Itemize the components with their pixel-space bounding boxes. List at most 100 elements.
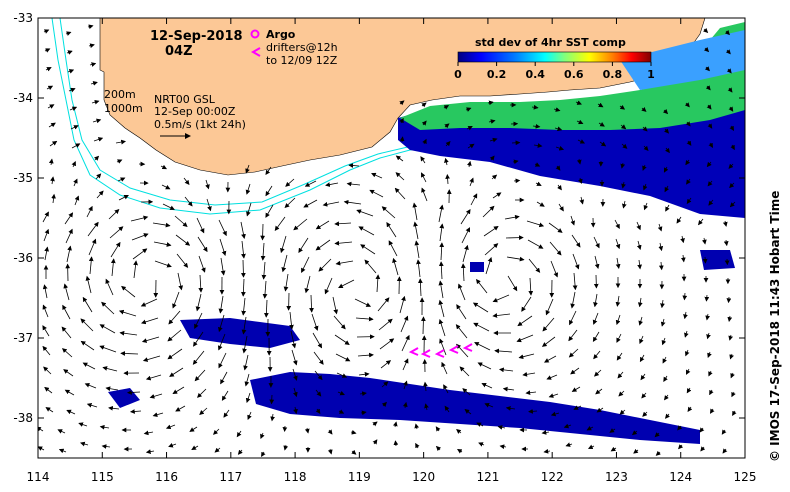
- sst-data-layer: [108, 22, 745, 444]
- current-vector-arrow: [172, 386, 185, 395]
- current-vector-arrow: [355, 316, 374, 322]
- current-vector-arrow: [665, 204, 670, 212]
- lat-tick-label: -38: [13, 411, 33, 425]
- current-vector-arrow: [183, 177, 190, 186]
- current-vector-arrow: [572, 272, 578, 291]
- current-vector-arrow: [441, 361, 448, 375]
- current-vector-arrow: [324, 277, 333, 295]
- lon-tick-label: 120: [412, 470, 435, 484]
- current-vector-arrow: [315, 239, 331, 251]
- current-vector-arrow: [489, 155, 495, 161]
- current-vector-arrow: [66, 50, 73, 55]
- current-vector-arrow: [473, 322, 490, 332]
- current-vector-arrow: [283, 444, 289, 451]
- current-vector-arrow: [193, 331, 204, 347]
- current-vector-arrow: [351, 449, 357, 455]
- current-vector-arrow: [304, 275, 311, 294]
- current-vector-arrow: [517, 315, 533, 327]
- current-vector-arrow: [301, 256, 310, 274]
- current-vector-arrow: [162, 203, 175, 210]
- current-vector-arrow: [152, 222, 171, 228]
- current-vector-arrow: [399, 295, 406, 314]
- current-vector-arrow: [262, 280, 268, 299]
- current-vector-arrow: [44, 246, 50, 261]
- drifter-marker-icon: [250, 47, 261, 57]
- current-vector-arrow: [92, 118, 102, 124]
- current-vector-arrow: [557, 184, 562, 191]
- current-vector-arrow: [246, 202, 252, 217]
- current-vector-arrow: [617, 371, 624, 379]
- current-vector-arrow: [703, 47, 710, 53]
- current-vector-arrow: [240, 278, 246, 297]
- current-vector-arrow: [218, 295, 224, 314]
- current-vector-arrow: [438, 261, 444, 280]
- current-vector-arrow: [152, 412, 164, 417]
- current-vector-arrow: [96, 190, 104, 199]
- current-vector-arrow: [358, 371, 370, 377]
- current-vector-arrow: [543, 355, 557, 363]
- current-vector-arrow: [421, 187, 428, 202]
- current-vector-arrow: [462, 388, 471, 396]
- current-vector-arrow: [531, 104, 539, 110]
- current-vector-arrow: [528, 408, 538, 414]
- current-vector-arrow: [333, 315, 346, 330]
- current-vector-arrow: [62, 304, 71, 320]
- current-vector-arrow: [445, 174, 450, 185]
- current-vector-arrow: [592, 331, 600, 342]
- drifter-track: [408, 343, 473, 358]
- current-vector-arrow: [58, 448, 67, 454]
- current-vector-arrow: [676, 216, 682, 224]
- current-vector-arrow: [621, 143, 628, 149]
- current-vector-arrow: [335, 260, 354, 266]
- current-vector-arrow: [642, 126, 648, 132]
- legend-argo-label: Argo: [266, 28, 296, 41]
- current-vector-arrow: [706, 104, 712, 110]
- current-vector-arrow: [336, 372, 348, 378]
- current-vector-arrow: [555, 165, 561, 171]
- current-vector-arrow: [120, 351, 139, 356]
- colorbar-tick-label: 1: [647, 68, 655, 81]
- current-vector-arrow: [663, 375, 668, 382]
- current-vector-arrow: [576, 158, 582, 165]
- current-vector-arrow: [655, 450, 661, 456]
- current-vector-arrow: [43, 366, 52, 375]
- current-vector-arrow: [587, 444, 595, 449]
- current-vector-arrow: [261, 451, 266, 457]
- current-vector-arrow: [642, 164, 647, 171]
- current-vector-arrow: [421, 102, 427, 108]
- current-vector-arrow: [289, 311, 294, 330]
- current-vector-arrow: [492, 294, 510, 303]
- current-vector-arrow: [108, 405, 120, 411]
- current-vector-arrow: [620, 124, 627, 130]
- current-vector-arrow: [534, 162, 541, 167]
- current-vector-arrow: [443, 105, 450, 110]
- colorbar-tick-label: 0.4: [525, 68, 545, 81]
- current-vector-arrow: [82, 296, 93, 313]
- current-vector-arrow: [87, 221, 99, 237]
- current-vector-arrow: [311, 313, 319, 331]
- latitude-axis: -33 -34 -35 -36 -37 -38: [13, 11, 745, 425]
- current-vector-arrow: [38, 426, 44, 432]
- current-vector-arrow: [533, 143, 543, 148]
- current-vector-arrow: [142, 355, 161, 362]
- current-vector-arrow: [372, 439, 378, 445]
- current-vector-arrow: [43, 29, 50, 34]
- current-vector-arrow: [456, 304, 467, 320]
- current-vector-arrow: [67, 69, 75, 74]
- current-vector-arrow: [338, 279, 355, 288]
- current-vector-arrow: [703, 27, 709, 34]
- current-vector-arrow: [133, 260, 138, 279]
- current-vector-arrow: [684, 102, 690, 108]
- current-vector-arrow: [45, 67, 52, 72]
- current-vector-arrow: [281, 254, 288, 273]
- current-vector-arrow: [726, 68, 732, 74]
- current-vector-arrow: [536, 201, 545, 207]
- current-vector-arrow: [616, 333, 622, 343]
- current-vector-arrow: [497, 425, 506, 430]
- current-vector-arrow: [489, 137, 498, 143]
- current-vector-arrow: [609, 428, 616, 433]
- current-vector-arrow: [358, 226, 375, 236]
- current-vector-arrow: [82, 362, 96, 370]
- current-vector-arrow: [334, 240, 353, 246]
